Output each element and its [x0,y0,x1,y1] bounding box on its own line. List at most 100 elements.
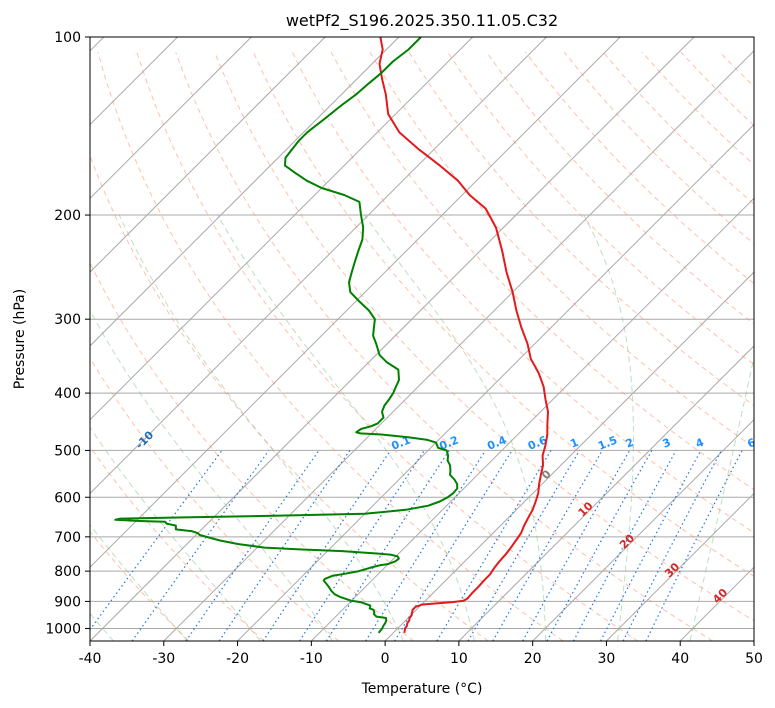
dry-adiabat-line [97,51,564,641]
mixing-ratio-line [600,450,702,641]
x-axis-ticks: -40 -30 -20 -10 0 10 20 30 40 50 [79,641,763,667]
dry-adiabat-line [252,51,754,577]
mixing-ratio-label: 3 [661,436,673,451]
y-tick-label: 700 [54,530,81,546]
moist-adiabat-label: 10 [576,499,596,519]
x-tick-label: 40 [671,651,689,667]
mixing-ratio-line [185,450,320,641]
mixing-ratio-label: 8 [764,436,775,451]
mixing-ratio-line [262,450,392,641]
grid-lines [90,37,754,641]
x-tick-label: 10 [450,651,468,667]
moist-adiabat-line [118,214,405,641]
mixing-ratio-line [546,450,653,641]
dry-adiabat-line [641,51,754,166]
moist-adiabat-line [364,214,547,641]
y-axis-label: Pressure (hPa) [12,289,28,389]
moist-adiabat-line [90,426,261,641]
y-tick-label: 800 [54,564,81,580]
isotherm-line [310,197,754,641]
isotherm-line [90,37,547,495]
dry-adiabat-line [214,51,754,622]
mixing-ratio-label: 1 [568,436,580,451]
isotherm-line [90,37,695,641]
isotherm-line [679,566,754,641]
mixing-ratio-line [90,450,223,631]
dry-adiabat-line [90,261,414,641]
isotherm-line [90,37,621,568]
mixing-ratio-line [131,450,270,641]
isotherm-line [458,345,754,641]
isotherm-line [90,37,252,200]
moist-adiabat-label: 20 [617,531,637,551]
isotherm-line [753,640,754,641]
mixing-ratio-line [218,450,351,641]
isotherm-line [90,37,474,421]
moist-adiabat-line [90,523,188,641]
moist-adiabat-line [90,309,333,641]
x-tick-label: -20 [226,651,249,667]
profile-series [114,37,549,634]
dry-adiabat-label: -10 [133,428,156,451]
isotherm-line [532,418,754,641]
x-axis-label: Temperature (°C) [361,681,483,697]
mixing-ratio-line [572,450,677,641]
x-tick-label: 50 [745,651,763,667]
background-lines [90,51,775,641]
moist-adiabat-line [763,215,775,641]
isotherm-line [90,37,326,273]
x-tick-label: 20 [524,651,542,667]
isotherm-line [606,492,754,641]
y-tick-label: 1000 [45,621,81,637]
isotherm-line [237,123,754,641]
dewpoint-profile-line [114,37,459,634]
dry-adiabat-line [136,51,639,641]
y-axis-ticks: 100 200 300 400 500 600 700 800 900 1000 [45,30,90,637]
mixing-ratio-label: 6 [745,436,757,451]
mixing-ratio-line [436,450,552,641]
plot-frame [89,36,755,642]
x-tick-label: 30 [598,651,616,667]
mixing-ratio-line [365,450,486,641]
y-tick-label: 200 [54,208,81,224]
dry-adiabat-line [486,51,754,325]
dry-adiabat-line [175,51,713,641]
dry-adiabat-line [90,530,190,641]
mixing-ratio-line [467,450,581,641]
mixing-ratio-line [299,450,425,641]
dry-adiabat-line [602,51,754,205]
dry-adiabat-line [90,357,339,641]
isotherm-line [163,50,754,641]
dry-adiabat-line [90,445,265,641]
dry-adiabat-line [90,154,489,641]
chart-title: wetPf2_S196.2025.350.11.05.C32 [286,11,558,31]
moist-adiabat-label: 40 [710,586,730,606]
y-tick-label: 500 [54,443,81,459]
isotherm-line [384,271,754,641]
y-tick-label: 900 [54,594,81,610]
dry-adiabat-line [563,51,754,245]
temperature-profile-line [378,37,549,633]
dry-adiabat-line [408,51,754,407]
x-tick-label: -10 [300,651,323,667]
moist-adiabat-line [689,354,754,641]
y-tick-label: 600 [54,490,81,506]
y-tick-label: 400 [54,386,81,402]
x-tick-label: 0 [381,651,390,667]
line-labels: -100-90-80-70-60-50-40-30-20-100.10.20.4… [133,428,775,606]
moist-adiabat-line [583,214,634,641]
x-tick-label: -30 [152,651,175,667]
isotherm-line [90,37,400,347]
moist-adiabat-line [217,214,475,641]
dry-adiabat-line [447,51,754,366]
mixing-ratio-line [325,450,450,641]
dry-adiabat-line [369,51,754,448]
y-tick-label: 300 [54,312,81,328]
dry-adiabat-line [759,52,775,641]
dry-adiabat-line [291,51,754,534]
mixing-ratio-line [645,450,743,641]
dry-adiabat-line [330,51,754,491]
mixing-ratio-label: 2 [624,436,636,451]
mixing-ratio-line [522,450,631,641]
